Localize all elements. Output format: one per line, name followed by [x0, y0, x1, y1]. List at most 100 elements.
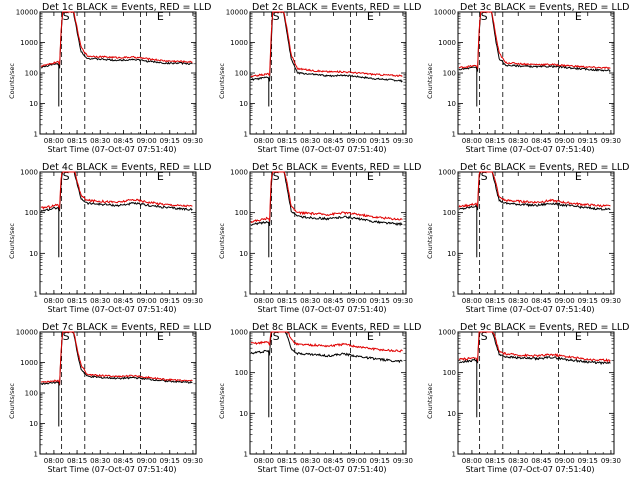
- y-tick-label: 1000: [438, 329, 456, 337]
- x-tick-label: 09:15: [370, 297, 390, 305]
- x-axis-label: Start Time (07-Oct-07 07:51:40): [465, 305, 594, 314]
- y-tick-label: 10000: [434, 9, 456, 17]
- x-tick-label: 09:30: [183, 137, 203, 145]
- x-tick-label: 08:30: [90, 137, 110, 145]
- lld-series-line: [458, 171, 611, 208]
- y-axis-label: Counts/sec: [8, 63, 16, 99]
- x-tick-label: 09:30: [393, 457, 413, 465]
- chart-title: Det 2c BLACK = Events, RED = LLD: [252, 2, 421, 13]
- chart-panel: Det 9c BLACK = Events, RED = LLD 1 10 100 10…: [426, 322, 629, 474]
- y-tick-label: 1: [244, 131, 248, 139]
- interval-marker-s: S: [63, 170, 70, 183]
- interval-marker-s: S: [273, 10, 280, 23]
- y-tick-label: 1: [244, 291, 248, 299]
- x-tick-label: 08:45: [323, 297, 343, 305]
- y-axis-label: Counts/sec: [426, 383, 434, 419]
- x-tick-label: 08:45: [531, 137, 551, 145]
- y-tick-label: 10: [29, 250, 38, 258]
- x-tick-label: 08:15: [485, 457, 505, 465]
- y-axis-label: Counts/sec: [8, 383, 16, 419]
- interval-marker-e: E: [367, 330, 374, 343]
- x-tick-label: 09:30: [601, 137, 621, 145]
- y-tick-label: 1: [34, 451, 38, 459]
- chart-title: Det 4c BLACK = Events, RED = LLD: [42, 162, 211, 173]
- x-tick-label: 08:00: [44, 457, 64, 465]
- y-tick-label: 100: [25, 70, 38, 78]
- x-tick-label: 08:30: [90, 457, 110, 465]
- chart-title: Det 9c BLACK = Events, RED = LLD: [460, 322, 629, 333]
- x-tick-label: 09:15: [160, 457, 180, 465]
- x-tick-label: 08:30: [508, 297, 528, 305]
- interval-marker-s: S: [481, 330, 488, 343]
- x-tick-label: 08:00: [44, 137, 64, 145]
- chart-title: Det 5c BLACK = Events, RED = LLD: [252, 162, 421, 173]
- y-tick-label: 100: [235, 369, 248, 377]
- plot-frame: [457, 11, 615, 135]
- chart-panel: Det 8c BLACK = Events, RED = LLD 1 10 100 10…: [218, 322, 421, 474]
- y-tick-label: 1000: [438, 169, 456, 177]
- x-tick-label: 08:15: [485, 297, 505, 305]
- x-tick-label: 09:00: [136, 297, 156, 305]
- interval-marker-s: S: [273, 330, 280, 343]
- y-tick-label: 1000: [438, 39, 456, 47]
- interval-marker-s: S: [63, 330, 70, 343]
- x-tick-label: 08:30: [90, 297, 110, 305]
- chart-title: Det 1c BLACK = Events, RED = LLD: [42, 2, 211, 13]
- x-axis-label: Start Time (07-Oct-07 07:51:40): [257, 145, 386, 154]
- chart-title: Det 7c BLACK = Events, RED = LLD: [42, 322, 211, 333]
- lld-series-line: [41, 331, 193, 385]
- y-tick-label: 100: [235, 209, 248, 217]
- x-tick-label: 08:45: [323, 457, 343, 465]
- plot-frame: [39, 331, 197, 455]
- x-tick-label: 09:00: [346, 297, 366, 305]
- x-tick-label: 09:30: [601, 457, 621, 465]
- y-tick-label: 10: [239, 100, 248, 108]
- x-tick-label: 09:00: [136, 457, 156, 465]
- interval-marker-e: E: [575, 10, 582, 23]
- x-tick-label: 08:15: [277, 297, 297, 305]
- y-tick-label: 10000: [226, 9, 248, 17]
- interval-marker-e: E: [367, 10, 374, 23]
- x-tick-label: 09:15: [578, 457, 598, 465]
- interval-marker-s: S: [63, 10, 70, 23]
- x-axis-label: Start Time (07-Oct-07 07:51:40): [47, 465, 176, 474]
- y-axis-label: Counts/sec: [426, 223, 434, 259]
- x-tick-label: 08:30: [300, 297, 320, 305]
- chart-panel: Det 3c BLACK = Events, RED = LLD 1 10 100 10…: [426, 2, 629, 154]
- chart-panel: Det 4c BLACK = Events, RED = LLD 1 10 100 10…: [8, 162, 211, 314]
- y-tick-label: 10: [447, 410, 456, 418]
- x-tick-label: 09:00: [346, 137, 366, 145]
- chart-panel: Det 1c BLACK = Events, RED = LLD 1 10 100 10…: [8, 2, 211, 154]
- interval-marker-e: E: [367, 170, 374, 183]
- plot-frame: [39, 11, 197, 135]
- y-tick-label: 100: [235, 70, 248, 78]
- y-tick-label: 1000: [230, 329, 248, 337]
- x-tick-label: 08:15: [67, 137, 87, 145]
- x-tick-label: 08:15: [67, 457, 87, 465]
- x-tick-label: 08:15: [67, 297, 87, 305]
- y-tick-label: 100: [443, 209, 456, 217]
- plot-frame: [249, 331, 407, 455]
- interval-marker-e: E: [575, 330, 582, 343]
- y-tick-label: 10: [29, 100, 38, 108]
- y-tick-label: 10000: [16, 329, 38, 337]
- x-axis-label: Start Time (07-Oct-07 07:51:40): [465, 145, 594, 154]
- y-tick-label: 1: [34, 291, 38, 299]
- x-axis-label: Start Time (07-Oct-07 07:51:40): [47, 305, 176, 314]
- interval-marker-e: E: [157, 330, 164, 343]
- y-axis-label: Counts/sec: [218, 223, 226, 259]
- y-tick-label: 10: [239, 250, 248, 258]
- x-tick-label: 08:00: [44, 297, 64, 305]
- chart-panel: Det 5c BLACK = Events, RED = LLD 1 10 100 10…: [218, 162, 421, 314]
- chart-title: Det 8c BLACK = Events, RED = LLD: [252, 322, 421, 333]
- x-tick-label: 08:45: [531, 297, 551, 305]
- x-tick-label: 09:00: [554, 457, 574, 465]
- x-tick-label: 08:00: [462, 457, 482, 465]
- x-tick-label: 08:30: [300, 457, 320, 465]
- y-tick-label: 1000: [230, 39, 248, 47]
- y-tick-label: 1: [452, 291, 456, 299]
- y-tick-label: 100: [443, 70, 456, 78]
- x-tick-label: 08:45: [323, 137, 343, 145]
- x-tick-label: 08:45: [531, 457, 551, 465]
- x-tick-label: 08:15: [277, 137, 297, 145]
